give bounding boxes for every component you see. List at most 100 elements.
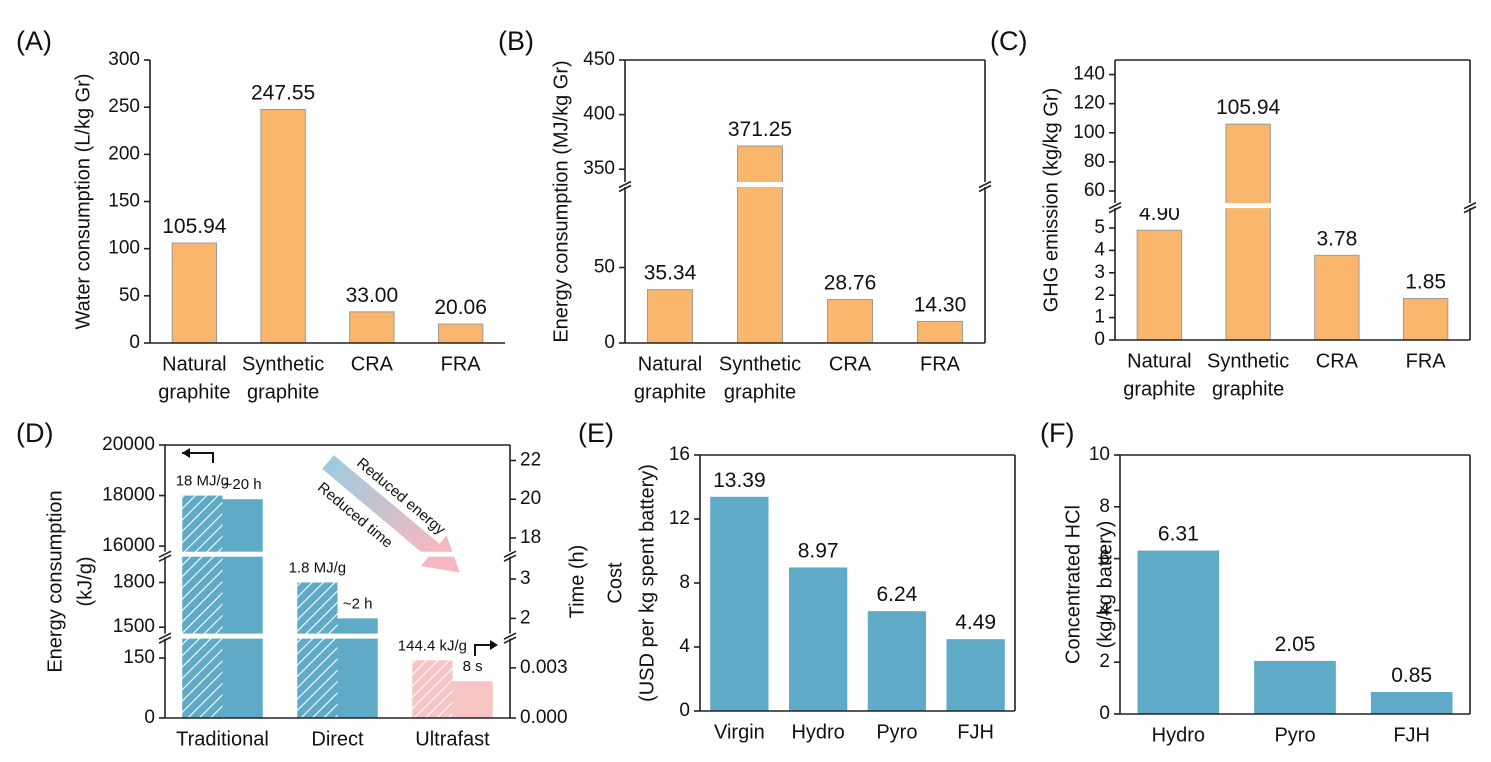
bar [1254,660,1336,714]
y-tick-label: 20 [520,488,541,509]
axis-break-mark [503,632,517,640]
y-tick-label: 22 [520,450,541,471]
axis-break-mark [158,632,172,640]
axis-break-mark [503,550,517,558]
bar [917,320,963,344]
x-tick-label: Pyro [1274,725,1315,747]
y-tick-label: 12 [669,508,690,529]
axis-break-mark [503,636,517,644]
x-tick-label: Direct [311,729,364,751]
x-tick-label: Natural graphite [634,354,706,404]
bar [337,618,378,718]
value-label: ~20 h [224,476,262,493]
bar [788,567,848,711]
x-tick-label: Synthetic graphite [242,354,324,404]
panel-label: (D) [16,418,53,448]
value-label: 2.05 [1275,633,1316,656]
value-label: 4.49 [955,611,996,634]
y-tick-label: 300 [108,49,140,70]
y-tick-label: 50 [594,257,615,278]
y-tick-label: 250 [108,96,140,117]
y-axis-label: (kJ/g) [74,557,96,607]
y-tick-label: 5 [1094,217,1105,238]
left-axis-arrow-head [182,448,190,458]
y-tick-label: 18000 [102,485,155,506]
y-tick-label: 1800 [113,572,155,593]
x-tick-label: FRA [920,354,961,376]
y-axis-label: GHG emission (kg/kg Gr) [1040,88,1062,312]
x-tick-label: Virgin [714,722,765,744]
axis-break-mark [158,554,172,562]
value-label: 0.85 [1391,664,1432,687]
y-tick-label: 0 [1099,703,1110,724]
axis-break-gap [624,182,986,188]
y-tick-label: 100 [108,238,140,259]
x-tick-label: Ultrafast [415,729,490,751]
y-axis-label: Energy consumption [44,490,66,672]
x-tick-label: Natural graphite [158,354,230,404]
y-tick-label: 60 [1084,180,1105,201]
bar [710,496,769,711]
x-tick-label: FRA [1406,351,1447,373]
bar [297,582,338,718]
trend-arrow-body [322,455,442,559]
x-tick-label: Synthetic graphite [719,354,801,404]
y-axis-label: (USD per kg spent battery) [636,464,658,702]
x-tick-label: CRA [1316,351,1359,373]
x-tick-label: FJH [1393,725,1430,747]
value-label: 20.06 [434,296,487,319]
axis-break-mark [1108,201,1122,210]
right-axis-arrow-head [490,640,498,650]
y-tick-label: 4 [1099,599,1110,620]
y-axis-label: Water consumption (L/kg Gr) [72,73,94,329]
value-label: 1.8 MJ/g [289,559,347,576]
axis-break-mark [158,636,172,644]
bar [1225,123,1271,341]
bar [647,289,693,344]
y-tick-label: 20000 [102,434,155,455]
value-label: 105.94 [162,215,227,238]
y-tick-label: 2 [520,607,531,628]
y-tick-label: 2 [1094,284,1105,305]
panel-label: (E) [578,418,614,448]
x-tick-label: Traditional [176,729,269,751]
y-tick-label: 3 [1094,262,1105,283]
axis-break-mark [158,550,172,558]
value-label: 14.30 [914,293,967,316]
x-tick-label: Synthetic graphite [1207,351,1289,401]
y-axis-label: Energy consumption (MJ/kg Gr) [550,60,572,342]
y-tick-label: 8 [1099,496,1110,517]
value-label: 1.85 [1405,271,1446,294]
bar [1314,254,1360,341]
value-label: ~2 h [343,595,373,612]
bar [1370,691,1453,714]
axis-break-gap [164,633,511,639]
axis-break-mark [618,180,632,189]
bar [1137,550,1220,714]
y-tick-label: 2 [1099,651,1110,672]
left-axis-arrow [182,452,214,463]
axis-break-mark [618,184,632,193]
bar [946,639,1005,711]
x-tick-label: Pyro [876,722,917,744]
panel-label: (B) [498,26,534,56]
y-tick-label: 400 [583,104,615,125]
y-tick-label: 0 [144,707,155,728]
y-tick-label: 350 [583,158,615,179]
y-tick-label: 8 [679,572,690,593]
y-tick-label: 6 [1099,548,1110,569]
y-axis-label: Concentrated HCl [1062,505,1084,664]
value-label: 144.4 kJ/g [398,637,467,654]
bar [867,611,927,711]
x-tick-label: CRA [351,354,394,376]
y-tick-label: 16 [669,444,690,465]
axis-break-gap [164,551,511,557]
bar [452,681,493,718]
value-label: 35.34 [644,262,697,285]
value-label: 8 s [463,658,483,675]
bar [412,660,453,718]
y-tick-label: 0.003 [520,657,568,678]
y-tick-label: 4 [1094,239,1105,260]
y-tick-label: 1 [1094,307,1105,328]
